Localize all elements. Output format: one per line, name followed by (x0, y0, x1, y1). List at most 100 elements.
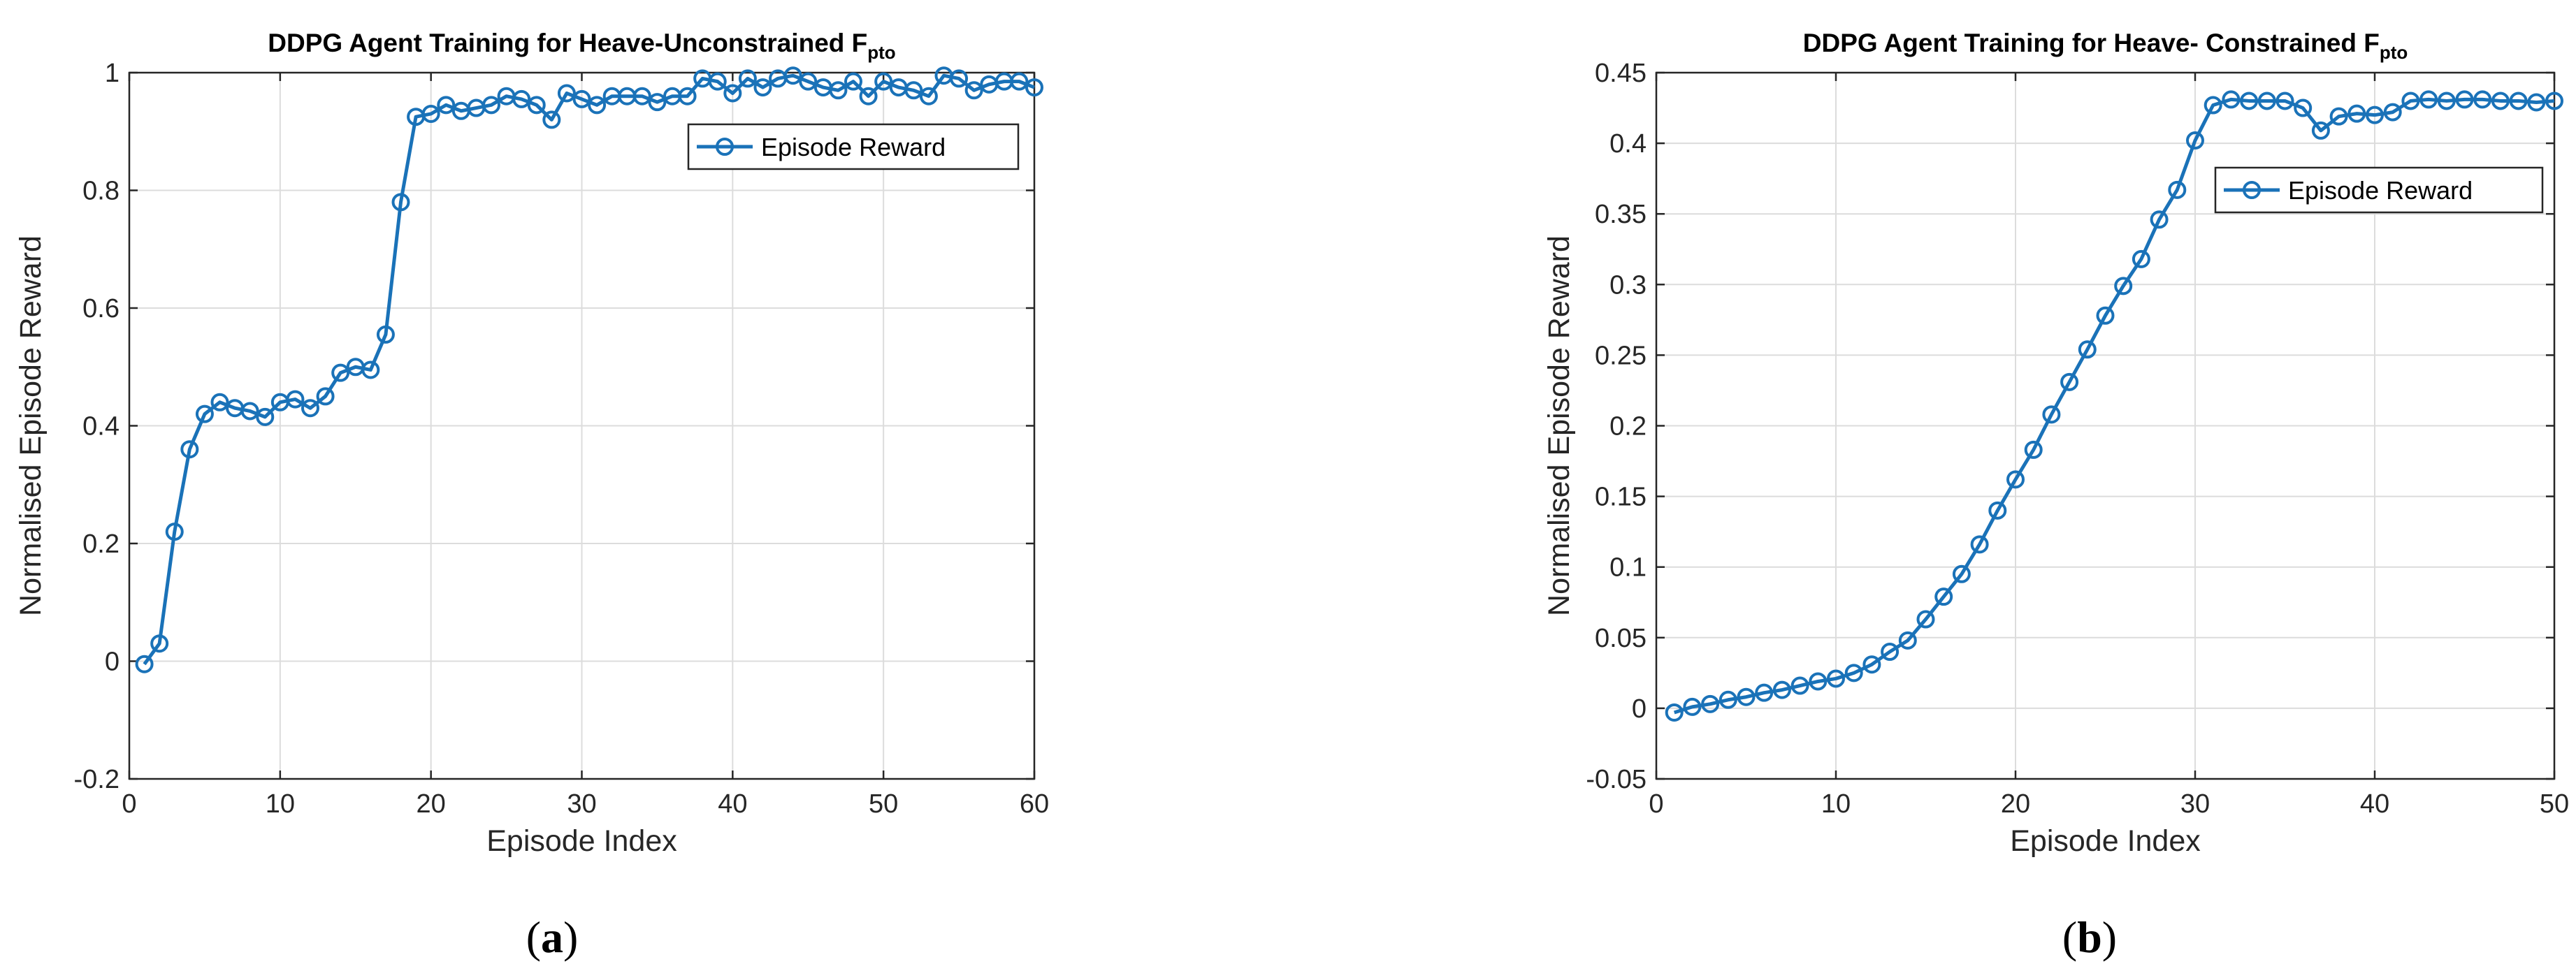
data-point (723, 84, 742, 103)
chart-title: DDPG Agent Training for Heave- Constrain… (1803, 29, 2408, 63)
data-point (1010, 72, 1029, 91)
data-point (2545, 92, 2563, 110)
caption-open-paren: ( (2062, 912, 2077, 962)
legend-marker-swatch (716, 138, 734, 156)
data-point (678, 87, 697, 105)
data-point (2437, 92, 2456, 110)
data-point (1755, 683, 1774, 702)
x-tick-label: 60 (1020, 789, 1049, 819)
y-tick-label: 0.4 (82, 412, 120, 441)
data-point (2366, 105, 2384, 124)
data-point (1844, 664, 1863, 682)
data-point (2509, 92, 2528, 110)
data-point (195, 404, 214, 423)
data-point (753, 78, 772, 97)
caption-letter: b (2077, 912, 2102, 962)
legend-entry: Episode Reward (2288, 176, 2473, 205)
data-point (874, 72, 893, 91)
y-tick-label: 0.4 (1609, 129, 1647, 159)
chart-title: DDPG Agent Training for Heave-Unconstrai… (268, 29, 895, 63)
data-point (2240, 92, 2259, 110)
data-point (165, 523, 184, 541)
data-point (1809, 672, 1828, 691)
x-axis-label: Episode Index (2010, 824, 2201, 858)
x-tick-label: 20 (2001, 789, 2030, 819)
data-point (331, 363, 350, 382)
y-tick-label: 1 (105, 59, 120, 88)
data-point (2096, 306, 2115, 325)
data-point (783, 66, 802, 85)
data-point (2186, 131, 2204, 150)
data-point (527, 96, 546, 115)
data-point (1683, 697, 1702, 716)
data-point (1025, 78, 1043, 97)
chart-title-main: DDPG Agent Training for Heave-Unconstrai… (268, 29, 867, 57)
data-point (2401, 92, 2420, 110)
legend-marker-swatch (2243, 181, 2261, 199)
data-point (859, 87, 878, 105)
legend: Episode Reward (687, 123, 1020, 170)
data-point (1701, 694, 1720, 713)
data-point (1718, 690, 1737, 709)
chart-title-subscript: pto (867, 42, 895, 63)
caption-open-paren: ( (526, 912, 541, 962)
data-point (2347, 104, 2366, 123)
y-tick-label: 0.8 (82, 177, 120, 206)
data-point (1862, 655, 1881, 674)
data-point (437, 96, 456, 115)
data-point (2204, 96, 2222, 115)
x-tick-label: 0 (1649, 789, 1663, 819)
data-point (135, 655, 154, 673)
data-point (301, 399, 319, 418)
x-axis-label: Episode Index (486, 824, 677, 858)
data-point (950, 69, 969, 88)
y-tick-label: 0 (1632, 694, 1647, 724)
caption-letter: a (541, 912, 563, 962)
y-tick-label: 0.6 (82, 294, 120, 323)
data-point (2527, 93, 2546, 112)
subfigure-caption: (a) (526, 912, 579, 962)
series-line (1673, 97, 2555, 715)
y-tick-label: 0.3 (1609, 270, 1647, 300)
y-tick-label: -0.05 (1586, 765, 1647, 794)
x-tick-label: 30 (2180, 789, 2210, 819)
data-point (2006, 470, 2025, 489)
data-point (648, 93, 667, 112)
data-point (180, 440, 199, 459)
data-point (2275, 92, 2294, 110)
data-point (512, 89, 531, 108)
data-point (1790, 676, 1809, 695)
data-point (632, 87, 651, 105)
x-tick-label: 40 (2360, 789, 2389, 819)
y-tick-label: 0.25 (1595, 341, 1647, 370)
x-tick-label: 10 (266, 789, 295, 819)
caption-close-paren: ) (563, 912, 578, 962)
data-point (240, 402, 259, 421)
data-point (2168, 180, 2187, 199)
x-tick-label: 50 (2540, 789, 2569, 819)
chart-title-main: DDPG Agent Training for Heave- Constrain… (1803, 29, 2380, 57)
data-point (904, 81, 923, 100)
data-point (391, 193, 410, 212)
data-point (2132, 249, 2150, 268)
data-point (256, 407, 275, 426)
data-point (1952, 564, 1971, 583)
legend: Episode Reward (2214, 166, 2544, 214)
data-point (1827, 669, 1845, 688)
subfigure-caption: (b) (2062, 912, 2117, 962)
data-point (1898, 631, 1917, 650)
data-point (708, 72, 727, 91)
data-point (1881, 643, 1900, 662)
data-point (1916, 610, 1935, 629)
data-point (2329, 107, 2348, 126)
data-point (2024, 440, 2043, 459)
data-point (2257, 92, 2276, 110)
legend-entry: Episode Reward (761, 133, 946, 161)
data-point (2150, 210, 2169, 229)
data-point (1665, 703, 1684, 722)
data-point (286, 390, 305, 409)
data-point (376, 325, 395, 344)
data-point (1737, 687, 1756, 706)
data-point (2060, 372, 2079, 391)
data-point (361, 360, 380, 379)
